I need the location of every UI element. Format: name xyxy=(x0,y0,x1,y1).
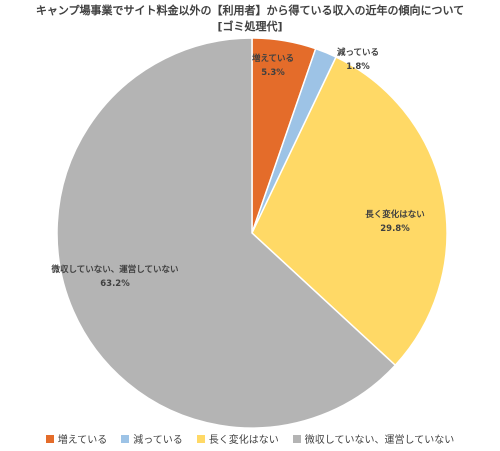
legend-swatch xyxy=(292,434,301,443)
legend-item: 増えている xyxy=(45,431,108,446)
data-label-category: 増えている xyxy=(251,54,295,64)
legend-label: 長く変化はない xyxy=(208,435,279,446)
legend-swatch xyxy=(121,434,130,443)
data-label: 微収していない、運営していない 63.2% xyxy=(50,263,180,291)
legend-item: 長く変化はない xyxy=(196,431,279,446)
data-label-category: 長く変化はない xyxy=(365,210,425,220)
legend-item: 減っている xyxy=(121,431,183,446)
legend-label: 増えている xyxy=(57,435,108,446)
data-label: 増えている 5.3% xyxy=(243,52,303,80)
data-label-value: 1.8% xyxy=(346,62,370,72)
data-label-category: 微収していない、運営していない xyxy=(51,265,179,275)
pie-slice xyxy=(251,56,448,367)
data-label-value: 63.2% xyxy=(100,279,130,289)
legend-swatch xyxy=(45,434,54,443)
legend: 増えている 減っている 長く変化はない 微収していない、運営していない xyxy=(0,431,500,446)
chart-subtitle: [ゴミ処理代] xyxy=(217,20,283,33)
data-label-category: 減っている xyxy=(336,48,380,58)
legend-swatch xyxy=(196,434,205,443)
legend-item: 微収していない、運営していない xyxy=(292,431,455,446)
legend-label: 微収していない、運営していない xyxy=(304,435,455,446)
data-label-value: 29.8% xyxy=(380,224,410,234)
chart-title: キャンプ場事業でサイト料金以外の【利用者】から得ている収入の近年の傾向について xyxy=(35,4,465,17)
legend-label: 減っている xyxy=(133,435,183,446)
pie-slice xyxy=(56,37,397,429)
data-label: 減っている 1.8% xyxy=(323,46,393,74)
data-label: 長く変化はない 29.8% xyxy=(350,208,440,236)
data-label-value: 5.3% xyxy=(261,68,285,78)
